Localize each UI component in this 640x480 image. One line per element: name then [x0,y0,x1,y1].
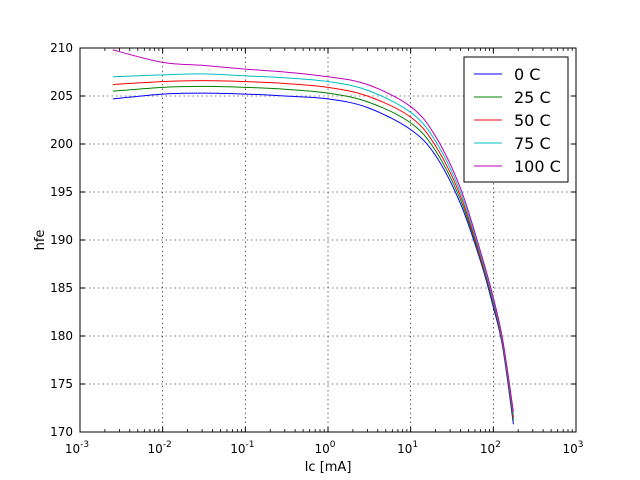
y-tick-label: 200 [50,137,73,151]
x-tick-label: 102 [480,440,501,456]
y-tick-label: 190 [50,233,73,247]
legend-label: 100 C [514,157,561,176]
y-tick-label: 210 [50,41,73,55]
legend-label: 50 C [514,111,551,130]
x-tick-label: 10-2 [148,440,172,456]
y-tick-label: 180 [50,329,73,343]
y-tick-label: 175 [50,377,73,391]
x-tick-label: 10-1 [230,440,254,456]
legend-label: 25 C [514,88,551,107]
y-tick-label: 195 [50,185,73,199]
series-lines [112,49,514,425]
series-line-100-c [112,49,514,412]
series-line-0-c [112,92,514,425]
legend-label: 75 C [514,134,551,153]
y-tick-label: 205 [50,89,73,103]
tick-labels: 10-3 10-2 10-1 100 101 102 103 170 175 180 185 190 1… [50,41,583,456]
y-tick-label: 170 [50,425,73,439]
x-tick-label: 10-3 [65,440,89,456]
x-tick-label: 100 [314,440,335,456]
series-line-75-c [112,73,514,415]
y-tick-label: 185 [50,281,73,295]
x-tick-label: 103 [562,440,583,456]
legend: 0 C 25 C 50 C 75 C 100 C [463,56,569,183]
y-axis-label: hfe [33,230,48,251]
x-tick-label: 101 [397,440,418,456]
legend-label: 0 C [514,65,540,84]
axis-ticks [79,47,577,433]
x-axis-label: Ic [mA] [305,460,352,475]
